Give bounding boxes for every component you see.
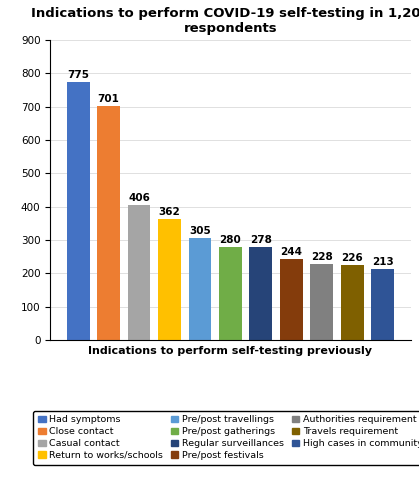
Text: 278: 278 xyxy=(250,236,272,246)
Text: 213: 213 xyxy=(372,257,394,267)
Text: 701: 701 xyxy=(98,94,119,104)
Text: 406: 406 xyxy=(128,192,150,202)
Bar xyxy=(158,220,181,340)
Text: 280: 280 xyxy=(220,234,241,244)
Bar xyxy=(219,246,242,340)
Bar xyxy=(128,204,150,340)
Bar xyxy=(67,82,90,340)
Text: 244: 244 xyxy=(280,246,303,256)
Bar xyxy=(280,258,303,340)
Bar xyxy=(310,264,333,340)
Legend: Had symptoms, Close contact, Casual contact, Return to works/schools, Pre/post t: Had symptoms, Close contact, Casual cont… xyxy=(34,410,419,465)
Text: 362: 362 xyxy=(159,208,181,218)
Text: 775: 775 xyxy=(67,70,89,80)
Text: 305: 305 xyxy=(189,226,211,236)
Bar xyxy=(249,248,272,340)
Bar xyxy=(97,106,120,340)
Bar xyxy=(189,238,212,340)
Bar xyxy=(341,264,364,340)
Text: 226: 226 xyxy=(341,252,363,262)
X-axis label: Indications to perform self-testing previously: Indications to perform self-testing prev… xyxy=(88,346,372,356)
Text: 228: 228 xyxy=(311,252,333,262)
Title: Indications to perform COVID-19 self-testing in 1,202
respondents: Indications to perform COVID-19 self-tes… xyxy=(31,6,419,34)
Bar xyxy=(371,269,394,340)
